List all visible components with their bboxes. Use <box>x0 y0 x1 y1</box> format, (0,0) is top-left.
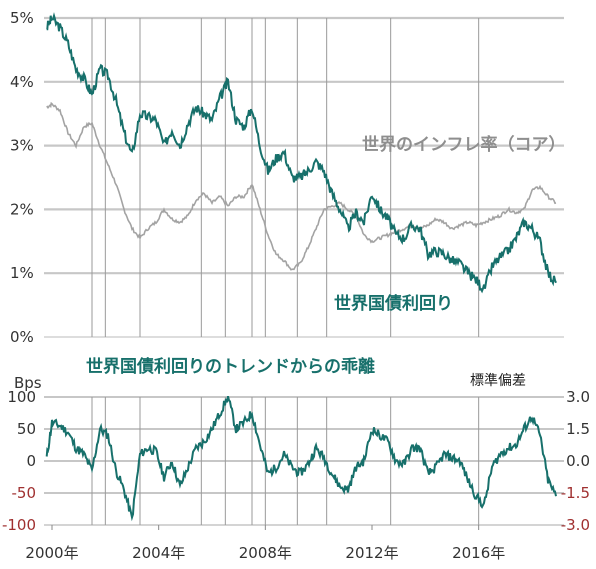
top-y-tick-label: 0% <box>10 328 34 346</box>
bottom-left-y-tick-label: -100 <box>2 516 36 534</box>
yield-series-line <box>46 12 557 294</box>
bottom-right-axis-label: 標準偏差 <box>470 373 526 389</box>
top-vertical-markers <box>91 18 480 337</box>
bottom-right-y-ticks: 3.0 1.5 0.0 -1.5 -3.0 <box>561 388 590 534</box>
yield-label: 世界国債利回り <box>334 293 453 314</box>
bottom-right-y-tick-label: -3.0 <box>561 516 590 534</box>
bottom-left-axis-label: Bps <box>14 374 42 392</box>
bottom-left-y-tick-label: 0 <box>26 452 36 470</box>
top-y-tick-label: 4% <box>10 73 34 91</box>
bottom-gridlines <box>44 396 564 526</box>
top-series-group <box>46 12 557 294</box>
bottom-left-y-tick-label: -50 <box>12 484 37 502</box>
bottom-left-y-ticks: 100 50 0 -50 -100 <box>2 388 36 534</box>
bottom-x-tick-label: 2004年 <box>132 544 185 562</box>
inflation-label: 世界のインフレ率（コア） <box>362 134 566 155</box>
bottom-x-tick-label: 2000年 <box>25 544 78 562</box>
bottom-x-tick-label: 2008年 <box>239 544 292 562</box>
bottom-right-y-tick-label: 0.0 <box>566 452 590 470</box>
bottom-x-tick-label: 2016年 <box>452 544 505 562</box>
top-y-tick-label: 3% <box>10 137 34 155</box>
bottom-right-y-tick-label: 1.5 <box>566 420 590 438</box>
top-y-tick-label: 2% <box>10 200 34 218</box>
bottom-right-y-tick-label: 3.0 <box>566 388 590 406</box>
top-y-tick-label: 1% <box>10 264 34 282</box>
top-y-ticks: 0% 1% 2% 3% 4% 5% <box>10 9 34 346</box>
bottom-x-ticks: 2000年 2004年 2008年 2012年 2016年 <box>25 525 505 562</box>
bottom-x-tick-label: 2012年 <box>345 544 398 562</box>
bottom-series-group <box>45 395 557 522</box>
bottom-right-y-tick-label: -1.5 <box>561 484 590 502</box>
deviation-series-line <box>45 395 557 522</box>
bottom-left-y-tick-label: 50 <box>17 420 36 438</box>
inflation-series-line <box>46 101 557 271</box>
top-gridlines <box>44 16 564 338</box>
bottom-left-y-tick-label: 100 <box>7 388 36 406</box>
bottom-chart-title: 世界国債利回りのトレンドからの乖離 <box>86 356 375 377</box>
top-y-tick-label: 5% <box>10 9 34 27</box>
